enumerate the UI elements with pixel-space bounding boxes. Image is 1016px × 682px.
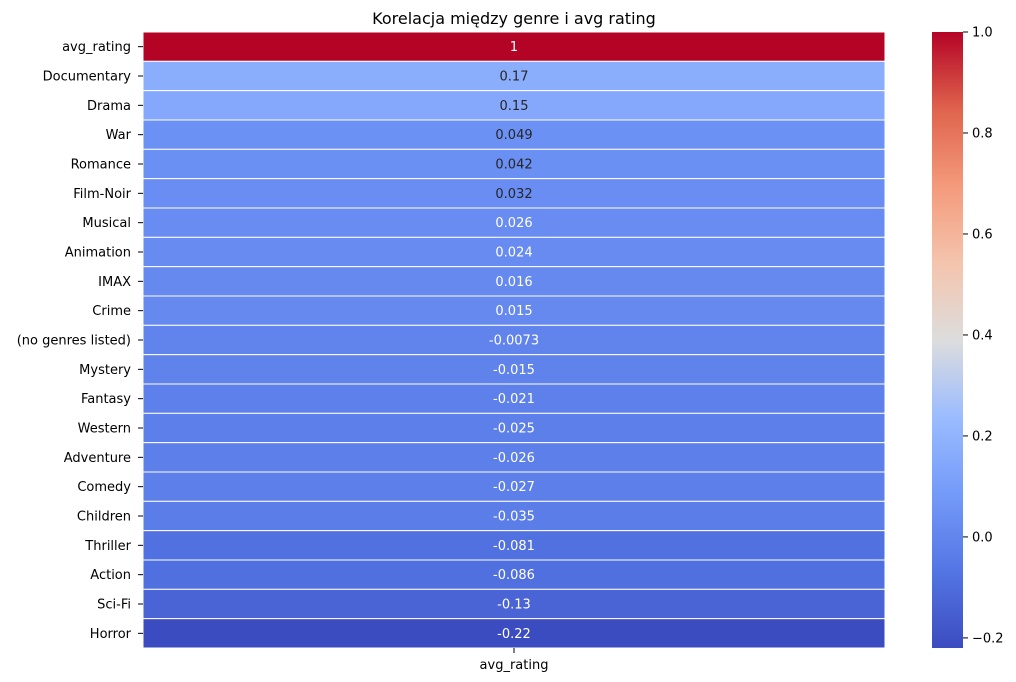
y-tick-label: (no genres listed) bbox=[17, 334, 131, 349]
y-tick-label: Film-Noir bbox=[73, 187, 131, 202]
y-tick-label: Crime bbox=[92, 304, 131, 319]
y-tick-label: Musical bbox=[82, 216, 131, 231]
heatmap-cell bbox=[142, 324, 886, 356]
cell-annotation: 0.049 bbox=[495, 128, 532, 143]
colorbar-tick-label: −0.2 bbox=[972, 631, 1004, 646]
y-tick-label: Comedy bbox=[77, 480, 131, 495]
cell-annotation: 0.015 bbox=[495, 304, 532, 319]
colorbar-tick-label: 0.8 bbox=[972, 126, 993, 141]
heatmap-cells: 1 0.17 0.15 0.049 0.042 0.032 0.026 0.024 0.016 0… bbox=[142, 31, 886, 649]
heatmap-cell bbox=[142, 60, 886, 92]
cell-annotation: -0.021 bbox=[493, 392, 535, 407]
cell-annotation: -0.086 bbox=[493, 568, 535, 583]
cell-annotation: 0.024 bbox=[495, 246, 532, 261]
colorbar-tick-label: 1.0 bbox=[972, 26, 993, 41]
cell-annotation: 1 bbox=[510, 40, 518, 55]
colorbar-tick-label: 0.6 bbox=[972, 227, 993, 242]
y-tick-label: Fantasy bbox=[81, 392, 131, 407]
cell-annotation: 0.026 bbox=[495, 216, 532, 231]
colorbar-tick-label: 0.4 bbox=[972, 328, 993, 343]
y-tick-label: Drama bbox=[87, 99, 131, 114]
cell-annotation: -0.0073 bbox=[489, 334, 539, 349]
colorbar: 1.0 0.8 0.6 0.4 0.2 0.0 −0.2 bbox=[932, 26, 1004, 648]
heatmap-cell bbox=[142, 588, 886, 620]
y-tick-label: Mystery bbox=[79, 363, 131, 378]
y-tick-label: avg_rating bbox=[62, 40, 131, 55]
cell-annotation: 0.032 bbox=[495, 187, 532, 202]
cell-annotation: -0.015 bbox=[493, 363, 535, 378]
cell-annotation: -0.025 bbox=[493, 422, 535, 437]
cell-annotation: -0.027 bbox=[493, 480, 535, 495]
heatmap-cell bbox=[142, 354, 886, 385]
cell-annotation: -0.13 bbox=[497, 598, 531, 613]
cell-annotation: 0.17 bbox=[500, 70, 529, 85]
y-tick-label: Adventure bbox=[64, 451, 131, 466]
y-tick-label: War bbox=[106, 128, 132, 143]
cell-annotation: 0.016 bbox=[495, 275, 532, 290]
cell-annotation: -0.22 bbox=[497, 627, 531, 642]
x-tick-label: avg_rating bbox=[480, 658, 549, 673]
heatmap-cell bbox=[142, 618, 886, 649]
chart-title: Korelacja między genre i avg rating bbox=[372, 9, 656, 28]
heatmap-cell bbox=[142, 559, 886, 590]
colorbar-tick-label: 0.2 bbox=[972, 429, 993, 444]
colorbar-tick-label: 0.0 bbox=[972, 530, 993, 545]
y-tick-label: Horror bbox=[90, 627, 132, 642]
y-tick-label: IMAX bbox=[98, 275, 131, 290]
cell-annotation: -0.081 bbox=[493, 539, 535, 554]
heatmap-cell bbox=[142, 31, 886, 62]
y-tick-label: Children bbox=[77, 510, 131, 525]
y-tick-label: Romance bbox=[71, 158, 131, 173]
heatmap-cell bbox=[142, 295, 886, 326]
heatmap-cell bbox=[142, 90, 886, 121]
heatmap-cell bbox=[142, 412, 886, 444]
y-tick-label: Animation bbox=[65, 246, 131, 261]
cell-annotation: -0.035 bbox=[493, 510, 535, 525]
cell-annotation: 0.15 bbox=[500, 99, 529, 114]
y-tick-labels: avg_rating Documentary Drama War Romance Film… bbox=[17, 40, 143, 642]
y-tick-label: Sci-Fi bbox=[97, 598, 131, 613]
y-tick-label: Western bbox=[78, 422, 131, 437]
heatmap-cell bbox=[142, 119, 886, 150]
y-tick-label: Action bbox=[90, 568, 131, 583]
colorbar-gradient bbox=[932, 32, 963, 648]
y-tick-label: Documentary bbox=[43, 70, 132, 85]
cell-annotation: -0.026 bbox=[493, 451, 535, 466]
x-tick-labels: avg_rating bbox=[480, 648, 549, 673]
y-tick-label: Thriller bbox=[84, 539, 131, 554]
cell-annotation: 0.042 bbox=[495, 158, 532, 173]
